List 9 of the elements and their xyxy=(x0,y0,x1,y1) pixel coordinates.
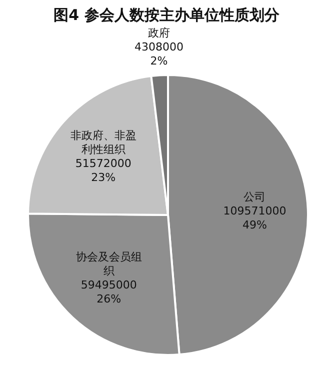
data-label: 59495000 26% xyxy=(80,278,137,306)
data-label: 51572000 23% xyxy=(75,157,132,184)
chart-title: 图4 参会人数按主办单位性质划分 xyxy=(54,6,280,24)
data-label: 4308000 2% xyxy=(134,40,184,68)
slice-label: 非政府、非盈利性组织 xyxy=(70,129,136,156)
slice-label: 协会及会员组织 xyxy=(76,250,142,278)
slice-label: 政府 xyxy=(148,26,170,40)
slice-label: 公司 xyxy=(244,190,266,204)
data-label: 109571000 49% xyxy=(223,204,286,232)
